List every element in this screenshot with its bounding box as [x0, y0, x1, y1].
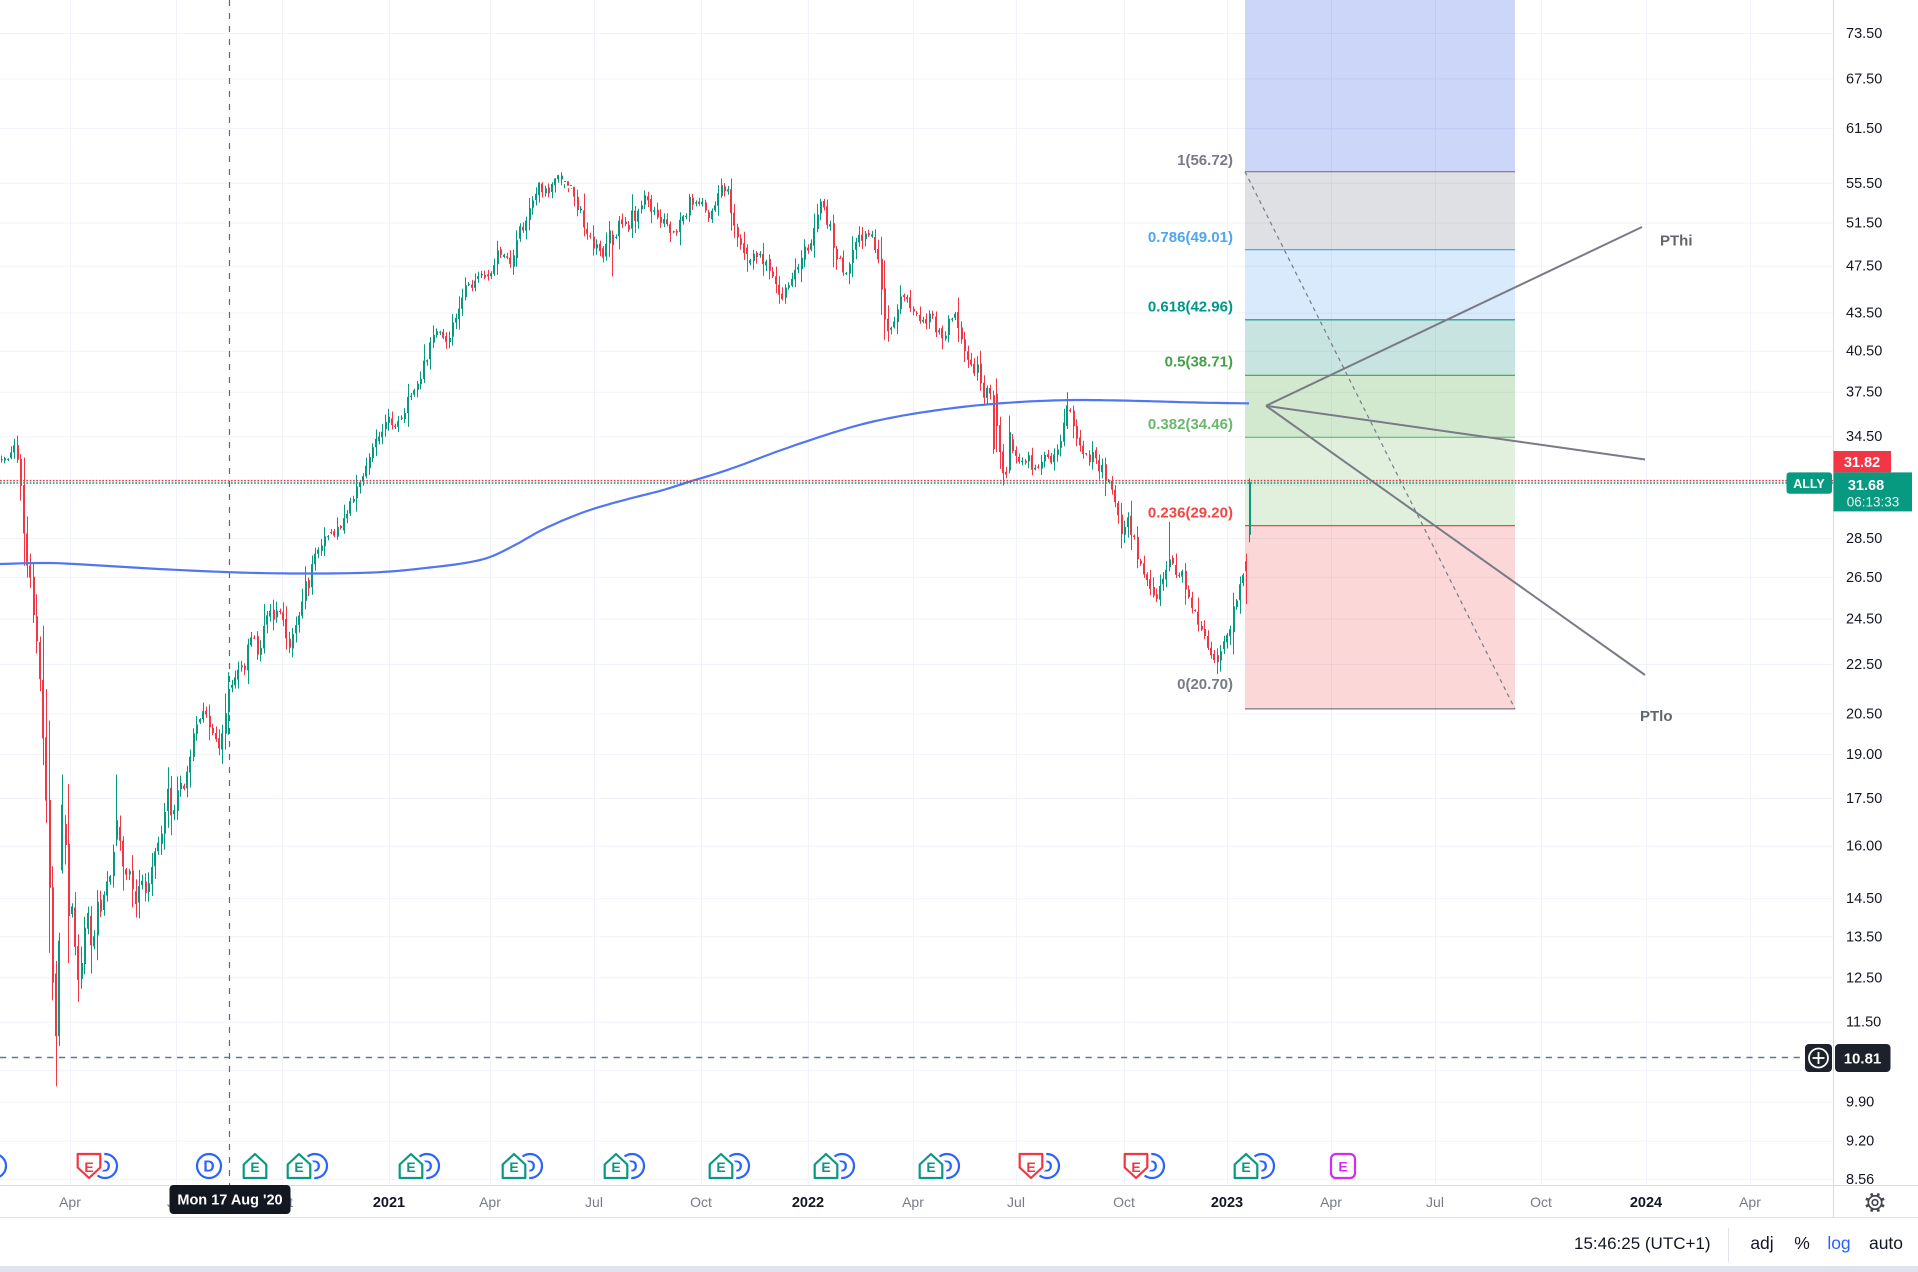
svg-text:34.50: 34.50: [1846, 429, 1882, 445]
svg-text:E: E: [509, 1159, 518, 1175]
svg-text:Apr: Apr: [59, 1194, 81, 1210]
svg-text:67.50: 67.50: [1846, 71, 1882, 87]
svg-text:E: E: [611, 1159, 620, 1175]
svg-text:%: %: [1794, 1233, 1810, 1253]
svg-text:22.50: 22.50: [1846, 657, 1882, 673]
svg-text:40.50: 40.50: [1846, 344, 1882, 360]
svg-text:Apr: Apr: [479, 1194, 501, 1210]
svg-text:E: E: [294, 1159, 303, 1175]
svg-text:D: D: [836, 1159, 847, 1176]
svg-text:Apr: Apr: [1320, 1194, 1342, 1210]
svg-text:2024: 2024: [1630, 1195, 1662, 1211]
svg-text:ALLY: ALLY: [1793, 477, 1825, 491]
svg-text:31.68: 31.68: [1848, 478, 1884, 494]
svg-text:06:13:33: 06:13:33: [1847, 495, 1900, 510]
svg-text:51.50: 51.50: [1846, 216, 1882, 232]
svg-text:E: E: [821, 1159, 830, 1175]
svg-text:26.50: 26.50: [1846, 570, 1882, 586]
svg-text:E: E: [926, 1159, 935, 1175]
svg-text:43.50: 43.50: [1846, 306, 1882, 322]
svg-text:D: D: [421, 1159, 432, 1176]
svg-text:31.82: 31.82: [1844, 455, 1880, 471]
svg-text:E: E: [406, 1159, 415, 1175]
svg-text:PThi: PThi: [1660, 233, 1693, 250]
svg-text:11.50: 11.50: [1846, 1015, 1881, 1031]
svg-text:Apr: Apr: [1739, 1194, 1761, 1210]
svg-text:adj: adj: [1750, 1233, 1773, 1253]
svg-text:55.50: 55.50: [1846, 176, 1882, 192]
svg-text:0.382(34.46): 0.382(34.46): [1148, 416, 1233, 433]
svg-text:D: D: [1041, 1159, 1052, 1176]
svg-text:D: D: [1256, 1159, 1267, 1176]
svg-text:Oct: Oct: [1113, 1194, 1135, 1210]
svg-text:0.5(38.71): 0.5(38.71): [1165, 353, 1233, 370]
svg-text:20.50: 20.50: [1846, 707, 1882, 723]
svg-text:14.50: 14.50: [1846, 891, 1882, 907]
svg-text:auto: auto: [1869, 1233, 1903, 1253]
svg-text:E: E: [250, 1159, 259, 1175]
svg-text:0(20.70): 0(20.70): [1177, 676, 1233, 693]
svg-text:13.50: 13.50: [1846, 929, 1882, 945]
svg-text:61.50: 61.50: [1846, 121, 1882, 137]
svg-text:12.50: 12.50: [1846, 970, 1882, 986]
svg-text:Jul: Jul: [1007, 1194, 1025, 1210]
svg-text:Oct: Oct: [1530, 1194, 1552, 1210]
svg-text:E: E: [1026, 1159, 1035, 1175]
svg-text:PTlo: PTlo: [1640, 708, 1673, 725]
svg-text:D: D: [524, 1159, 535, 1176]
svg-text:Jul: Jul: [1426, 1194, 1444, 1210]
svg-text:0.786(49.01): 0.786(49.01): [1148, 229, 1233, 246]
svg-text:D: D: [1146, 1159, 1157, 1176]
svg-text:2023: 2023: [1211, 1195, 1243, 1211]
svg-text:37.50: 37.50: [1846, 385, 1882, 401]
svg-text:2022: 2022: [792, 1195, 824, 1211]
svg-text:10.81: 10.81: [1844, 1050, 1882, 1067]
svg-text:D: D: [309, 1159, 320, 1176]
svg-text:D: D: [99, 1159, 110, 1176]
svg-text:D: D: [626, 1159, 637, 1176]
svg-text:D: D: [203, 1159, 214, 1176]
svg-text:17.50: 17.50: [1846, 791, 1882, 807]
svg-text:D: D: [941, 1159, 952, 1176]
svg-text:1(56.72): 1(56.72): [1177, 152, 1233, 169]
svg-text:47.50: 47.50: [1846, 259, 1882, 275]
svg-text:Mon 17 Aug '20: Mon 17 Aug '20: [177, 1193, 282, 1209]
svg-text:E: E: [716, 1159, 725, 1175]
svg-text:73.50: 73.50: [1846, 26, 1882, 42]
svg-text:28.50: 28.50: [1846, 531, 1882, 547]
svg-text:E: E: [1131, 1159, 1140, 1175]
svg-text:9.20: 9.20: [1846, 1134, 1874, 1150]
svg-text:2021: 2021: [373, 1195, 405, 1211]
svg-text:Oct: Oct: [690, 1194, 712, 1210]
svg-text:E: E: [84, 1159, 93, 1175]
svg-text:0.618(42.96): 0.618(42.96): [1148, 298, 1233, 315]
svg-text:24.50: 24.50: [1846, 612, 1882, 628]
svg-text:D: D: [731, 1159, 742, 1176]
svg-text:16.00: 16.00: [1846, 839, 1882, 855]
svg-text:E: E: [1241, 1159, 1250, 1175]
svg-text:15:46:25 (UTC+1): 15:46:25 (UTC+1): [1574, 1234, 1711, 1253]
svg-text:9.90: 9.90: [1846, 1095, 1874, 1111]
svg-text:8.56: 8.56: [1846, 1172, 1874, 1188]
svg-text:Jul: Jul: [585, 1194, 603, 1210]
svg-text:Apr: Apr: [902, 1194, 924, 1210]
svg-text:log: log: [1827, 1233, 1850, 1253]
svg-text:0.236(29.20): 0.236(29.20): [1148, 505, 1233, 522]
svg-text:19.00: 19.00: [1846, 747, 1882, 763]
svg-text:E: E: [1338, 1159, 1347, 1175]
